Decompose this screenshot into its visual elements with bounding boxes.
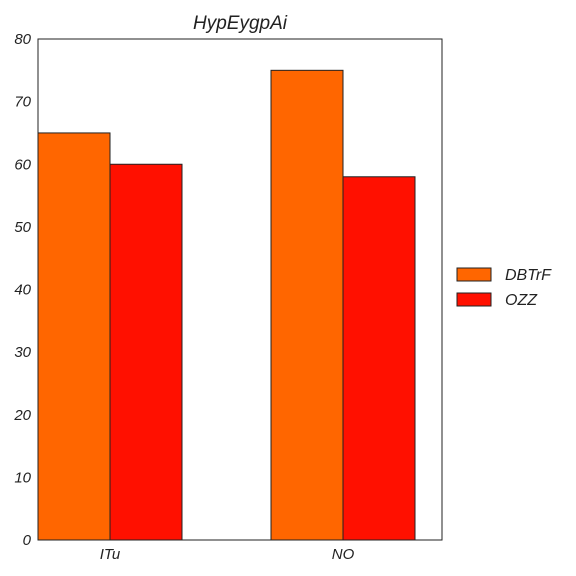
y-tick-label: 40	[14, 282, 31, 299]
y-axis: 0 10 20 30 40 50 60 70 80	[13, 31, 31, 549]
y-tick-label: 60	[14, 156, 31, 173]
legend: DBTrF OZZ	[456, 267, 552, 309]
x-axis: ITu NO	[100, 546, 355, 563]
y-tick-label: 80	[14, 31, 31, 48]
chart-title: HypEygpAi	[193, 13, 288, 34]
plot-area-frame	[37, 38, 443, 541]
bar-series-group	[37, 69, 416, 541]
y-tick-label: 30	[14, 344, 31, 361]
legend-swatch-DBTrF	[456, 267, 492, 282]
y-tick-label: 50	[14, 219, 31, 236]
y-tick-label: 0	[23, 532, 32, 549]
bar-DBTrF-NO	[270, 69, 344, 541]
y-tick-label: 70	[14, 94, 31, 111]
bar-OZZ-NO	[342, 176, 416, 541]
x-tick-label: NO	[332, 546, 355, 563]
legend-swatch-OZZ	[456, 292, 492, 307]
legend-label: DBTrF	[505, 267, 552, 284]
bar-OZZ-ITu	[109, 163, 183, 541]
y-tick-label: 10	[14, 469, 31, 486]
legend-label: OZZ	[505, 292, 538, 309]
bar-DBTrF-ITu	[37, 132, 111, 541]
x-tick-label: ITu	[100, 546, 121, 563]
y-tick-label: 20	[13, 407, 31, 424]
